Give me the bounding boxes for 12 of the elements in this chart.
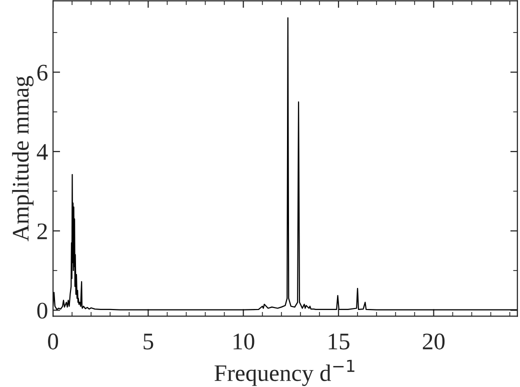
line-series (53, 17, 518, 310)
x-tick-label: 0 (48, 334, 58, 350)
y-tick-label: 0 (37, 302, 48, 319)
y-tick-label: 2 (37, 223, 47, 240)
y-tick-label: 4 (36, 144, 48, 160)
x-tick-label: 10 (234, 334, 254, 350)
y-axis-title: Amplitude mmag (12, 76, 34, 242)
x-axis-title: Frequency d$^{−1}$ (214, 360, 354, 386)
y-tick-label: 6 (37, 64, 48, 81)
x-tick-label: 20 (422, 334, 445, 350)
x-tick-label: 15 (328, 334, 350, 350)
x-tick-label: 5 (144, 334, 154, 350)
